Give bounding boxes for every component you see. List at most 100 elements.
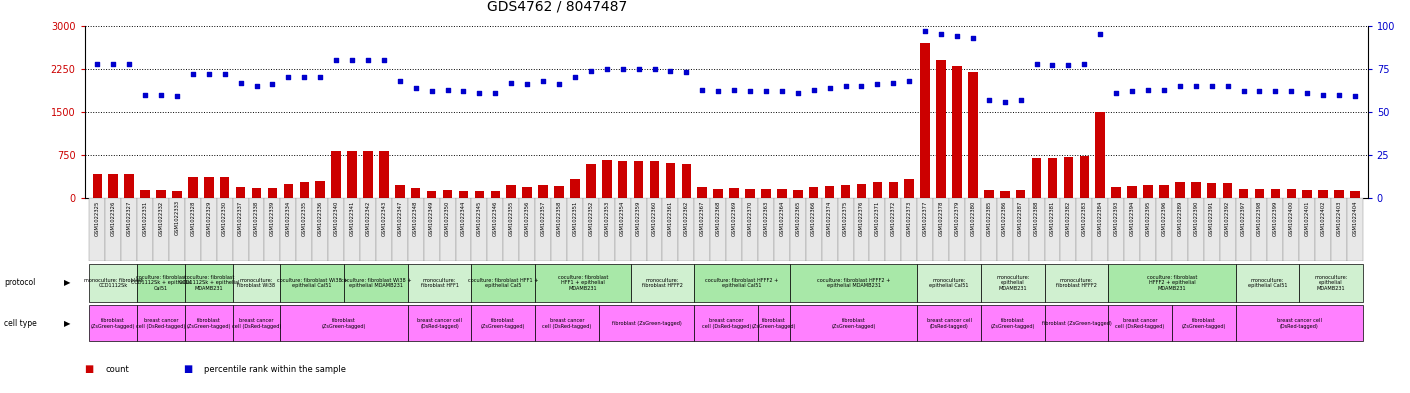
Bar (916, 305, 981, 341)
Point (1041, 62, 1063, 68)
Point (994, 99, 1017, 105)
Bar (109, 174, 118, 198)
Text: coculture: fibroblast HFFF2 +
epithelial MDAMB231: coculture: fibroblast HFFF2 + epithelial… (816, 277, 890, 288)
Text: coculture: fibroblast
CCD1112Sk + epithelial
MDAMB231: coculture: fibroblast CCD1112Sk + epithe… (179, 275, 240, 291)
Text: fibroblast
(ZsGreen-tagged): fibroblast (ZsGreen-tagged) (752, 318, 797, 329)
Text: monoculture:
fibroblast HFF1: monoculture: fibroblast HFF1 (420, 277, 458, 288)
Bar (1286, 189, 1296, 198)
Text: GSM1022367: GSM1022367 (699, 200, 705, 236)
Text: GSM1022341: GSM1022341 (350, 200, 354, 236)
Bar (1220, 198, 1235, 261)
Point (866, 81, 888, 88)
Bar (281, 305, 407, 341)
Text: breast cancer
cell (DsRed-tagged): breast cancer cell (DsRed-tagged) (137, 318, 186, 329)
Bar (93, 174, 102, 198)
Point (771, 88, 794, 94)
Text: ■: ■ (85, 364, 94, 375)
Bar (981, 264, 1045, 302)
Bar (1347, 198, 1363, 261)
Bar (759, 305, 790, 341)
Bar (822, 198, 838, 261)
Text: GSM1022391: GSM1022391 (1210, 200, 1214, 236)
Text: GSM1022377: GSM1022377 (922, 200, 928, 236)
Point (962, 35, 984, 41)
Text: GSM1022328: GSM1022328 (190, 200, 196, 236)
Text: fibroblast
(ZsGreen-tagged): fibroblast (ZsGreen-tagged) (92, 318, 135, 329)
Point (341, 57, 364, 63)
Text: GSM1022374: GSM1022374 (828, 200, 832, 236)
Point (245, 83, 268, 89)
Bar (312, 198, 329, 261)
Point (1232, 88, 1255, 94)
Text: monoculture:
fibroblast HFFF2: monoculture: fibroblast HFFF2 (642, 277, 682, 288)
Bar (694, 305, 759, 341)
Text: monoculture:
epithelial
MDAMB231: monoculture: epithelial MDAMB231 (1314, 275, 1348, 291)
Bar (379, 151, 389, 198)
Bar (329, 198, 344, 261)
Point (134, 92, 157, 98)
Text: GSM1022346: GSM1022346 (493, 200, 498, 236)
Bar (964, 198, 981, 261)
Point (389, 78, 412, 84)
Bar (1235, 264, 1299, 302)
Text: GSM1022347: GSM1022347 (398, 200, 402, 236)
Bar (857, 184, 866, 198)
Point (818, 84, 840, 91)
Bar (491, 191, 501, 198)
Bar (853, 198, 870, 261)
Bar (1111, 187, 1121, 198)
Bar (1318, 190, 1328, 198)
Bar (1268, 198, 1283, 261)
Bar (554, 186, 564, 198)
Bar (106, 198, 121, 261)
Bar (407, 305, 471, 341)
Point (723, 86, 746, 93)
Point (627, 66, 650, 72)
Bar (89, 198, 106, 261)
Text: GSM1022370: GSM1022370 (747, 200, 753, 236)
Text: GSM1022348: GSM1022348 (413, 200, 419, 236)
Bar (536, 305, 599, 341)
Text: fibroblast (ZsGreen-tagged): fibroblast (ZsGreen-tagged) (612, 321, 681, 326)
Bar (694, 198, 711, 261)
Bar (840, 185, 850, 198)
Point (436, 86, 458, 93)
Text: GSM1022337: GSM1022337 (238, 200, 243, 235)
Point (1311, 92, 1334, 98)
Text: GSM1022357: GSM1022357 (540, 200, 546, 236)
Bar (949, 198, 964, 261)
Bar (1045, 264, 1108, 302)
Bar (1303, 189, 1311, 198)
Text: GSM1022399: GSM1022399 (1273, 200, 1277, 236)
Bar (746, 189, 754, 198)
Text: GSM1022402: GSM1022402 (1321, 200, 1325, 236)
Text: GSM1022335: GSM1022335 (302, 200, 307, 235)
Text: GSM1022379: GSM1022379 (955, 200, 959, 236)
Bar (1076, 198, 1093, 261)
Text: GSM1022393: GSM1022393 (1114, 200, 1118, 235)
Bar (888, 182, 898, 198)
Text: count: count (106, 365, 130, 374)
Bar (1093, 198, 1108, 261)
Point (501, 79, 523, 86)
Point (213, 71, 235, 77)
Bar (711, 198, 726, 261)
Bar (777, 189, 787, 198)
Bar (647, 198, 663, 261)
Text: GSM1022380: GSM1022380 (970, 200, 976, 236)
Bar (235, 187, 245, 198)
Point (1058, 62, 1080, 68)
Bar (599, 305, 694, 341)
Bar (172, 191, 182, 198)
Text: GSM1022392: GSM1022392 (1225, 200, 1230, 236)
Text: GSM1022401: GSM1022401 (1304, 200, 1310, 236)
Point (802, 86, 825, 93)
Point (787, 90, 809, 96)
Text: GSM1022372: GSM1022372 (891, 200, 895, 236)
Bar (1015, 190, 1025, 198)
Bar (519, 198, 536, 261)
Bar (1299, 198, 1316, 261)
Bar (713, 189, 723, 198)
Point (883, 79, 905, 86)
Bar (792, 189, 802, 198)
